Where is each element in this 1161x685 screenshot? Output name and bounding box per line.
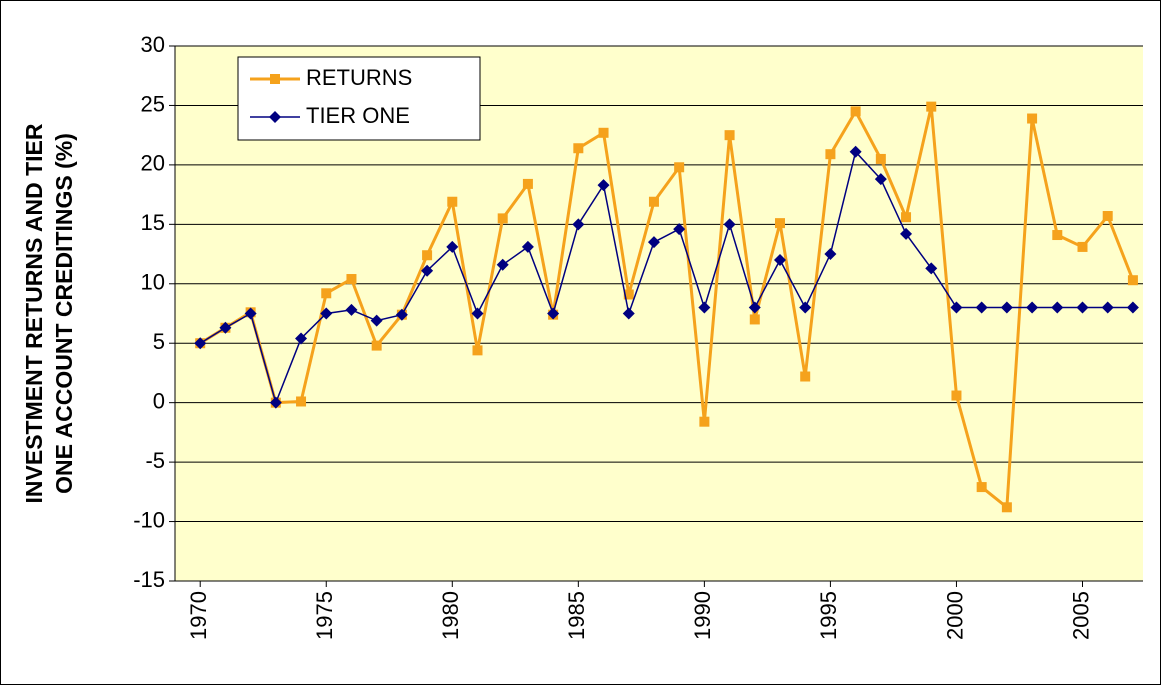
marker bbox=[521, 240, 534, 253]
marker bbox=[269, 396, 282, 409]
marker bbox=[422, 250, 433, 261]
marker bbox=[749, 314, 760, 325]
marker bbox=[447, 196, 458, 207]
marker bbox=[547, 307, 560, 320]
x-tick-label: 1990 bbox=[690, 591, 715, 640]
marker bbox=[699, 416, 710, 427]
marker bbox=[320, 307, 333, 320]
marker bbox=[647, 236, 660, 249]
marker bbox=[648, 196, 659, 207]
marker bbox=[1077, 241, 1088, 252]
x-tick-label: 2000 bbox=[942, 591, 967, 640]
x-tick-label: 1985 bbox=[564, 591, 589, 640]
marker bbox=[724, 130, 735, 141]
marker bbox=[573, 143, 584, 154]
marker bbox=[901, 212, 912, 223]
marker bbox=[1052, 230, 1063, 241]
marker bbox=[774, 254, 786, 266]
legend-marker bbox=[270, 74, 280, 84]
y-tick-label: 0 bbox=[153, 388, 165, 413]
marker bbox=[321, 288, 332, 299]
y-axis-label: ONE ACCOUNT CREDITINGS (%) bbox=[51, 133, 77, 494]
marker bbox=[925, 262, 938, 275]
marker bbox=[598, 127, 609, 138]
marker bbox=[1000, 301, 1013, 314]
marker bbox=[1126, 301, 1139, 314]
marker bbox=[472, 345, 483, 356]
marker bbox=[849, 145, 862, 158]
marker bbox=[572, 218, 585, 231]
marker bbox=[371, 340, 382, 351]
marker bbox=[975, 301, 988, 314]
marker bbox=[825, 149, 836, 160]
y-tick-label: 5 bbox=[153, 329, 165, 354]
marker bbox=[1101, 301, 1114, 314]
marker bbox=[799, 301, 812, 314]
marker bbox=[674, 162, 685, 173]
marker bbox=[345, 303, 358, 316]
marker bbox=[1076, 301, 1089, 314]
x-tick-label: 2005 bbox=[1068, 591, 1093, 640]
y-tick-label: -10 bbox=[133, 507, 165, 532]
marker bbox=[296, 396, 307, 407]
marker bbox=[1001, 502, 1012, 513]
marker bbox=[421, 264, 434, 277]
marker bbox=[471, 307, 484, 320]
marker bbox=[295, 332, 308, 345]
marker bbox=[395, 308, 408, 321]
marker bbox=[194, 337, 207, 350]
y-tick-label: 10 bbox=[141, 270, 165, 295]
marker bbox=[900, 227, 913, 240]
marker bbox=[623, 289, 634, 300]
marker bbox=[522, 178, 533, 189]
y-tick-label: 30 bbox=[141, 32, 165, 57]
marker bbox=[698, 301, 711, 314]
x-tick-label: 1995 bbox=[816, 591, 841, 640]
marker bbox=[775, 218, 785, 229]
x-tick-label: 1980 bbox=[438, 591, 463, 640]
marker bbox=[850, 106, 861, 117]
marker bbox=[370, 314, 383, 327]
legend-label: TIER ONE bbox=[306, 103, 410, 128]
legend-box bbox=[237, 56, 481, 141]
marker bbox=[874, 173, 887, 186]
marker bbox=[800, 371, 811, 382]
marker bbox=[824, 248, 837, 261]
y-tick-label: 15 bbox=[141, 210, 165, 235]
marker bbox=[1127, 275, 1138, 286]
x-tick-label: 1975 bbox=[312, 591, 337, 640]
marker bbox=[219, 321, 232, 334]
marker bbox=[950, 301, 963, 314]
series-line bbox=[199, 106, 1135, 511]
marker bbox=[244, 307, 257, 320]
marker bbox=[497, 213, 508, 224]
y-tick-label: 20 bbox=[141, 151, 165, 176]
marker bbox=[1051, 301, 1064, 314]
y-tick-label: -5 bbox=[145, 448, 165, 473]
y-axis-label: INVESTMENT RETURNS AND TIER bbox=[21, 123, 47, 503]
legend-marker bbox=[269, 111, 281, 123]
marker bbox=[346, 274, 357, 285]
marker bbox=[597, 179, 610, 192]
marker bbox=[1102, 211, 1113, 222]
y-tick-label: -15 bbox=[133, 567, 165, 592]
y-tick-label: 25 bbox=[141, 91, 165, 116]
marker bbox=[622, 307, 635, 320]
marker bbox=[976, 482, 987, 493]
marker bbox=[446, 240, 459, 253]
marker bbox=[748, 301, 761, 314]
legend-label: RETURNS bbox=[306, 65, 412, 90]
marker bbox=[875, 153, 886, 164]
marker bbox=[673, 223, 686, 236]
x-tick-label: 1970 bbox=[186, 591, 211, 640]
marker bbox=[723, 218, 736, 231]
marker bbox=[926, 101, 937, 112]
marker bbox=[496, 258, 509, 271]
marker bbox=[1027, 113, 1038, 124]
marker bbox=[1026, 301, 1039, 314]
marker bbox=[951, 390, 962, 401]
